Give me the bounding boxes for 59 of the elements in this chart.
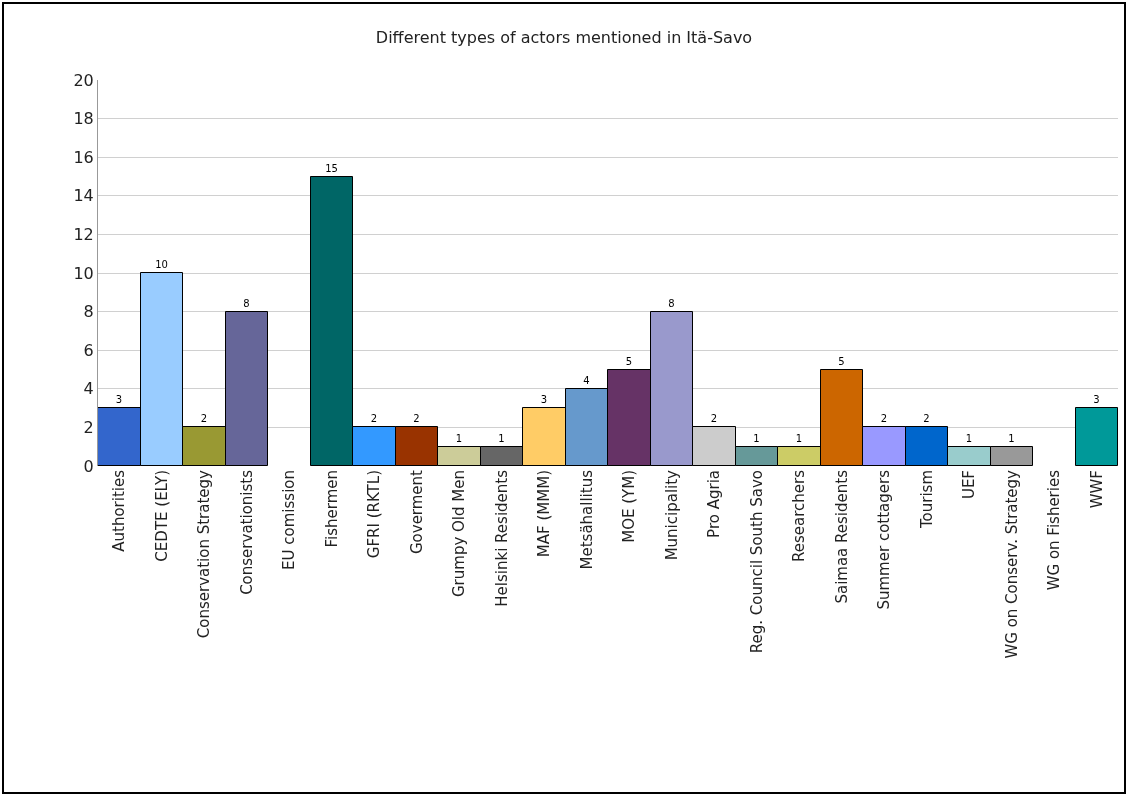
x-tick-label: Authorities [110,469,129,552]
y-tick-label: 8 [83,302,94,322]
x-tick-label: Reg. Council South Savo [747,470,766,654]
data-label: 8 [243,297,250,309]
x-tick-label: CEDTE (ELY) [152,470,171,562]
data-label: 5 [625,355,633,367]
y-tick-label: 16 [73,147,94,167]
x-tick-label: MOE (YM) [620,470,639,543]
data-label: 10 [155,258,168,270]
data-label: 2 [880,412,888,424]
data-label: 15 [325,162,338,174]
x-tick-label: UEF [960,470,979,500]
x-tick-label: Conservationists [237,469,256,595]
data-label: 2 [200,412,208,424]
data-label: 2 [370,412,378,424]
y-tick-label: 18 [73,109,94,129]
x-tick-label: Fishermen [322,470,341,548]
data-label: 1 [1008,432,1015,444]
x-tick-label: Municipality [662,469,681,561]
data-label: 3 [1093,393,1100,405]
x-tick-label: Helsinki Residents [492,469,511,607]
y-tick-label: 6 [83,340,94,360]
y-tick-label: 2 [83,418,94,437]
x-tick-label: Grumpy Old Men [450,470,469,598]
x-tick-label: EU comission [280,470,299,570]
data-label: 5 [838,355,845,367]
bar [1075,407,1118,466]
x-tick-label: Summer cottagers [875,469,894,610]
data-label: 1 [795,432,803,444]
x-tick-label: Metsähallitus [577,469,596,570]
data-label: 1 [498,432,505,444]
y-tick-label: 10 [73,263,94,283]
x-tick-label: Pro Agria [705,470,724,538]
data-label: 2 [710,412,718,424]
y-tick-label: 14 [73,186,94,206]
x-tick-label: MAF (MMM) [535,470,554,558]
y-tick-label: 4 [83,379,94,399]
x-tick-label: Tourism [917,470,936,530]
y-tick-label: 12 [73,225,94,244]
data-label: 3 [540,393,548,405]
data-label: 8 [668,297,675,309]
x-tick-label: WG on Fisheries [1045,469,1064,591]
data-label: 1 [753,432,760,444]
x-tick-label: GFRI (RKTL) [365,470,384,559]
data-label: 1 [965,432,973,444]
chart-title: Different types of actors mentioned in Itä-Savo [375,28,753,48]
data-label: 1 [455,432,463,444]
x-tick-label: WG on Conserv. Strategy [1002,469,1021,659]
data-label: 4 [583,374,590,386]
data-label: 3 [115,393,123,405]
y-tick-label: 0 [83,456,94,476]
data-label: 2 [923,412,930,424]
x-tick-label: WWF [1087,470,1106,509]
x-tick-label: Researchers [790,469,809,563]
x-tick-label: Goverment [407,469,426,555]
data-label: 2 [413,412,420,424]
y-tick-label: 20 [73,70,94,90]
x-tick-label: Conservation Strategy [195,469,214,639]
x-tick-label: Saimaa Residents [832,469,851,604]
